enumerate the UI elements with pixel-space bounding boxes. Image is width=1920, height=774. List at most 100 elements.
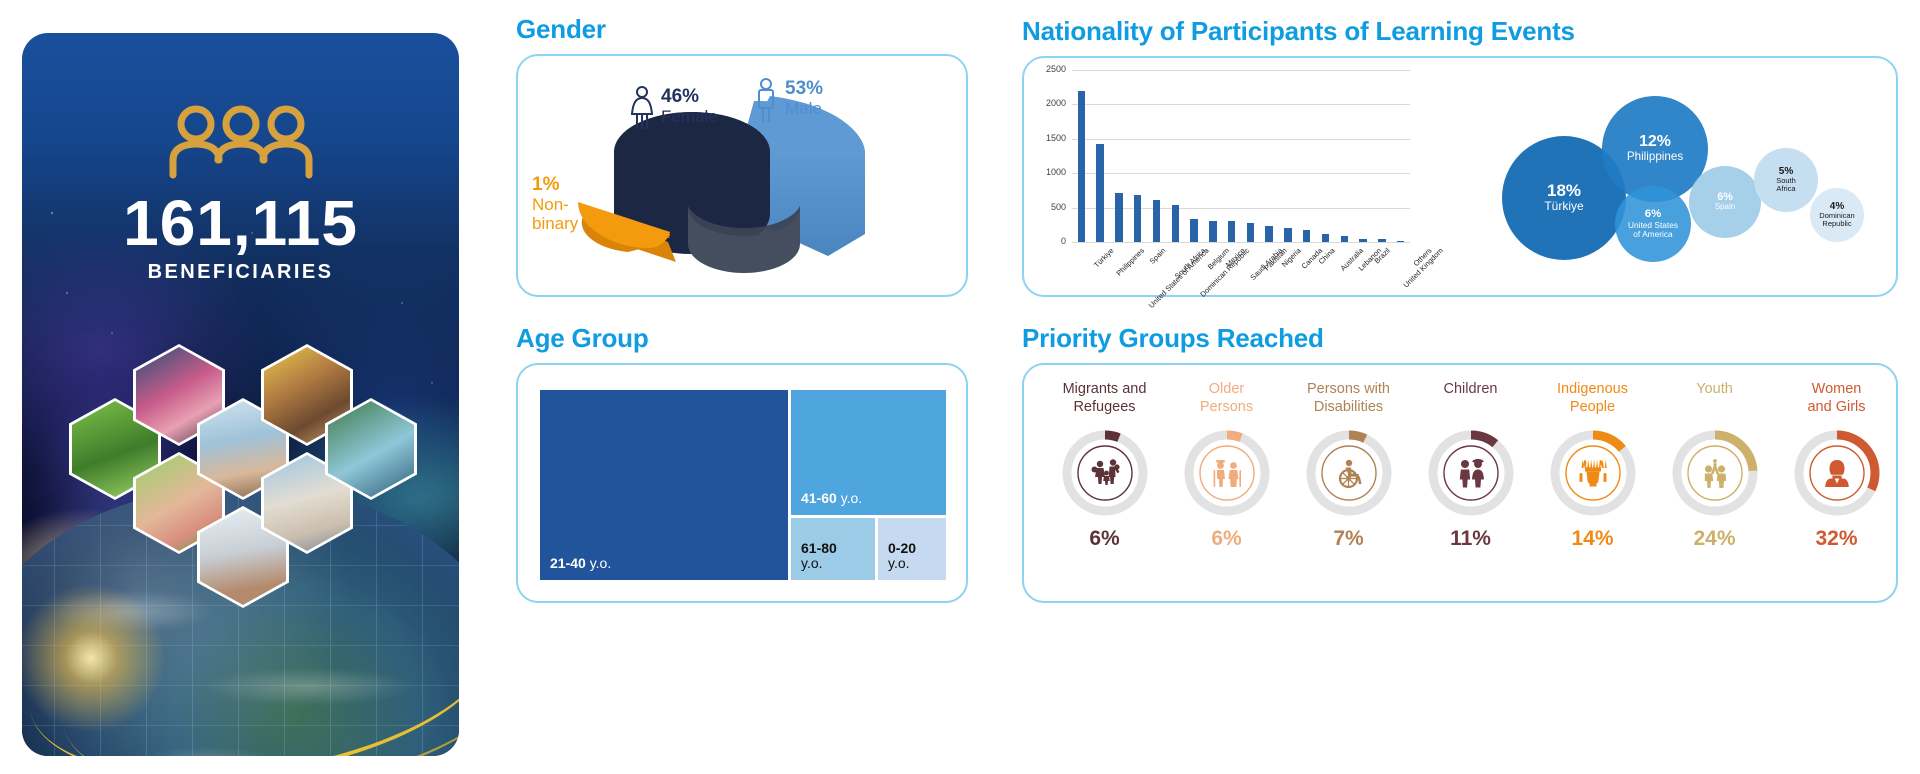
- gender-nonbinary-name-line2: binary: [532, 214, 579, 234]
- sun-flare: [22, 573, 176, 743]
- bar: [1246, 223, 1255, 242]
- treemap-tile-label: 0-20 y.o.: [888, 539, 917, 572]
- gridline: [1072, 242, 1410, 243]
- bubble-label: Philippines: [1626, 149, 1684, 163]
- priority-group-item: Children 11%: [1408, 381, 1533, 551]
- nationality-section-title: Nationality of Participants of Learning …: [1022, 16, 1575, 46]
- gridline: [1072, 70, 1410, 71]
- nationality-bubble: 6% Spain: [1689, 166, 1761, 238]
- male-figure-icon: [758, 78, 774, 122]
- priority-group-percent: 11%: [1450, 527, 1491, 550]
- priority-group-label-line1: Persons with: [1306, 381, 1390, 397]
- gridline: [1072, 104, 1410, 106]
- bar: [1152, 200, 1161, 242]
- priority-group-label-line1: Women: [1811, 381, 1862, 397]
- treemap-tile-label: 41-60 y.o.: [801, 490, 863, 507]
- three-people-icon: [22, 103, 459, 179]
- priority-group-label-line2: People: [1569, 398, 1616, 415]
- bar: [1378, 239, 1386, 242]
- nationality-bubble: 12% Philippines: [1602, 96, 1708, 202]
- priority-group-progress-ring: [1425, 427, 1517, 519]
- bar: [1209, 221, 1217, 242]
- treemap-tile: 0-20 y.o.: [878, 518, 946, 580]
- priority-group-progress-ring: [1303, 427, 1395, 519]
- older-persons-icon: [1184, 430, 1269, 516]
- bar: [1096, 144, 1104, 242]
- nationality-bubble-chart: 18% Türkiye 12% Philippines 6% United States o…: [1024, 58, 1896, 295]
- gender-female-legend: 46% Female: [630, 86, 718, 131]
- bubble-label: Dominican Republic: [1819, 211, 1855, 229]
- treemap-tile-label: 61-80 y.o.: [801, 539, 837, 572]
- bar: [1396, 240, 1405, 242]
- gender-nonbinary-name-line1: Non-: [532, 195, 569, 215]
- y-axis-tick-label: 0: [1060, 236, 1066, 246]
- nationality-bar-chart: 0 500 1000 1500 2000 2500 Türkiye Philippines Un…: [1024, 58, 1896, 310]
- bubble-label: United States of America: [1627, 219, 1679, 239]
- gender-3d-donut-chart: [578, 96, 865, 273]
- treemap-unit: y.o.: [585, 555, 612, 572]
- priority-groups-card: Migrants and Refugees 6% Older Persons: [1022, 363, 1898, 603]
- priority-group-percent: 14%: [1571, 527, 1614, 550]
- treemap-tile-label: 21-40 y.o.: [550, 555, 612, 572]
- youth-icon: [1672, 430, 1757, 516]
- gridline: [1072, 207, 1410, 209]
- beneficiaries-label: BENEFICIARIES: [147, 261, 334, 283]
- priority-group-label-line2: Refugees: [1073, 398, 1136, 415]
- children-icon: [1428, 430, 1513, 516]
- priority-group-label: Indigenous People: [1530, 381, 1655, 419]
- bar: [1115, 193, 1123, 242]
- age-group-section-title: Age Group: [516, 323, 649, 353]
- gender-male-name: Male: [785, 99, 822, 119]
- bubble-label: South Africa: [1776, 176, 1796, 194]
- bar: [1321, 234, 1330, 242]
- priority-group-label-line1: Migrants and: [1062, 381, 1147, 397]
- y-axis-tick-label: 2500: [1045, 64, 1066, 74]
- bubble-percent: 5%: [1778, 165, 1794, 177]
- y-axis-tick-label: 1500: [1045, 132, 1066, 143]
- woman-icon: [1794, 430, 1879, 516]
- priority-group-percent: 24%: [1693, 527, 1736, 550]
- indigenous-people-icon: [1550, 430, 1635, 516]
- y-axis-tick-label: 1000: [1045, 167, 1066, 178]
- priority-group-label: Youth: [1652, 381, 1777, 419]
- treemap-unit: y.o.: [836, 490, 863, 507]
- hex-photo-palms: [328, 401, 414, 497]
- priority-group-item: Migrants and Refugees 6%: [1042, 381, 1167, 551]
- wheelchair-icon: [1306, 430, 1391, 516]
- y-axis-tick-label: 500: [1050, 201, 1066, 212]
- priority-group-label-line2: and Girls: [1807, 398, 1866, 415]
- gender-male-pct: 53%: [785, 78, 824, 99]
- nationality-bubble: 5% South Africa: [1754, 148, 1818, 212]
- bubble-percent: 4%: [1829, 200, 1845, 212]
- priority-group-label: Persons with Disabilities: [1286, 381, 1411, 419]
- treemap-tile: 21-40 y.o.: [540, 390, 788, 580]
- bar: [1302, 230, 1311, 242]
- priority-group-item: Youth 24%: [1652, 381, 1777, 551]
- priority-group-label-line2: Disabilities: [1313, 398, 1384, 415]
- bar: [1359, 239, 1367, 242]
- beneficiaries-count: 161,115: [123, 187, 358, 259]
- treemap-range: 61-80: [801, 539, 837, 556]
- treemap-range: 0-20: [888, 539, 917, 556]
- bubble-label: Türkiye: [1544, 199, 1584, 214]
- bar: [1265, 226, 1273, 242]
- bar: [1340, 236, 1349, 242]
- age-group-chart-card: 21-40 y.o. 41-60 y.o. 61-80 y.o. 0-20 y.o.: [516, 363, 968, 603]
- priority-group-progress-ring: [1547, 427, 1639, 519]
- priority-group-progress-ring: [1059, 427, 1151, 519]
- priority-group-percent: 6%: [1211, 527, 1242, 550]
- treemap-unit: y.o.: [801, 555, 823, 572]
- gender-chart-card: 46% Female 53% Male 1% Non- b: [516, 54, 968, 297]
- bar: [1227, 221, 1236, 242]
- treemap-tile: 61-80 y.o.: [791, 518, 875, 580]
- age-group-treemap: 21-40 y.o. 41-60 y.o. 61-80 y.o. 0-20 y.o.: [540, 390, 946, 580]
- bubble-label: Spain: [1714, 202, 1736, 212]
- gender-female-pct: 46%: [661, 86, 700, 107]
- gridline: [1072, 173, 1410, 175]
- gender-nonbinary-legend: 1% Non- binary: [532, 174, 578, 233]
- bar: [1171, 204, 1180, 242]
- bar: [1284, 227, 1292, 242]
- priority-groups-section-title: Priority Groups Reached: [1022, 323, 1324, 353]
- bubble-percent: 12%: [1639, 133, 1671, 151]
